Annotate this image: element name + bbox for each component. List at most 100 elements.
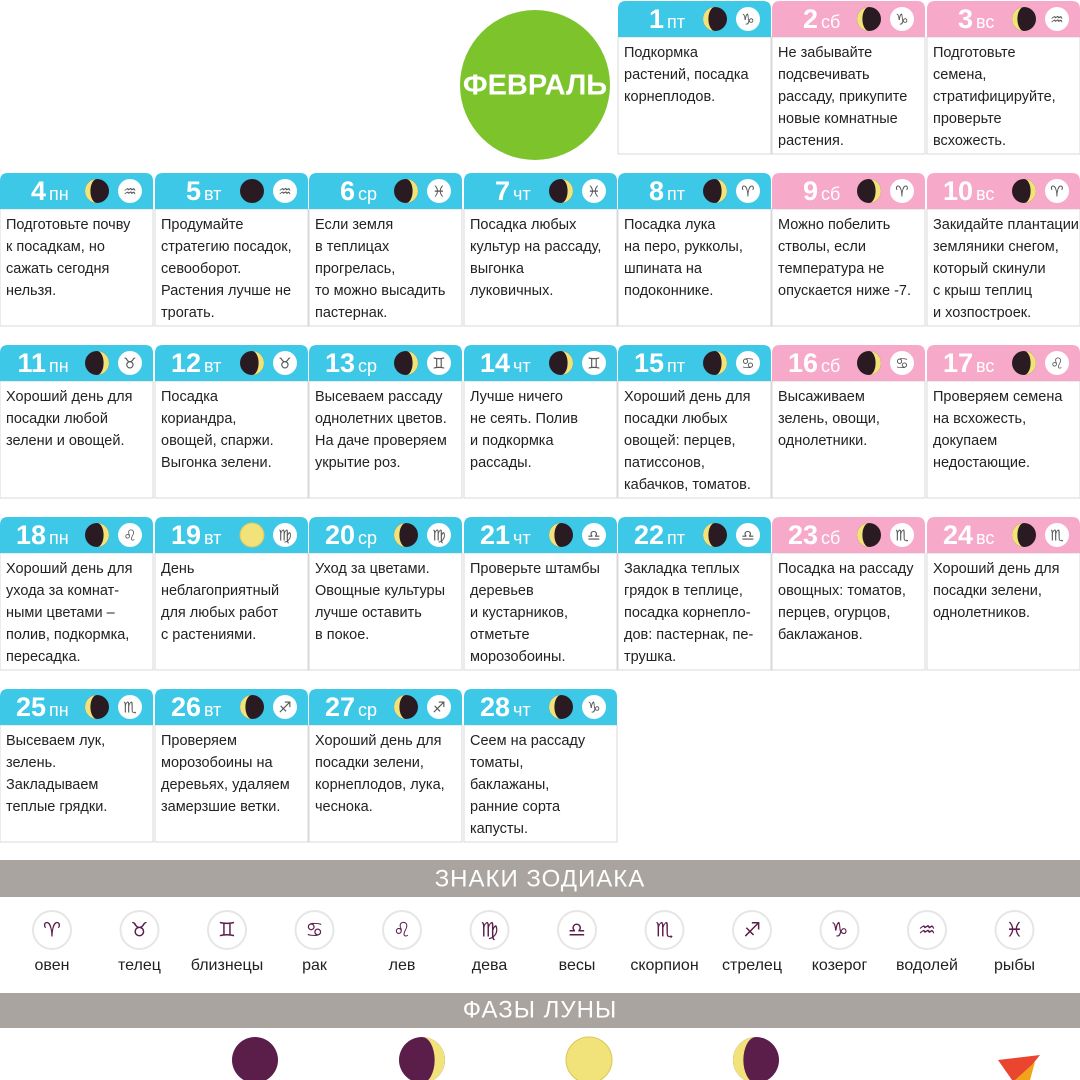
moon-lit — [549, 695, 561, 719]
day-note: однолетники. — [778, 433, 867, 449]
cell-header — [155, 517, 308, 553]
zodiac-symbol: ♌ — [123, 527, 136, 545]
day-note: пастернак. — [315, 305, 387, 321]
day-cell: 23 сб ♏ Посадка на рассаду овощных: томатов,… — [771, 517, 926, 671]
cell-header — [772, 1, 925, 37]
zodiac-legend-name: телец — [118, 957, 161, 974]
cell-body — [617, 208, 772, 327]
cell-body — [154, 380, 309, 499]
day-note: Проверяем семена — [933, 389, 1063, 405]
moon-phase — [549, 351, 573, 375]
day-note: Высаживаем — [778, 389, 865, 405]
day-number: 27 — [325, 692, 355, 722]
cell-body — [154, 208, 309, 327]
zodiac-symbol: ♊ — [432, 355, 445, 373]
day-number: 12 — [171, 348, 201, 378]
day-note: День — [161, 561, 194, 577]
title: ФЕВРАЛЬ — [463, 70, 607, 102]
day-note: Лучше ничего — [470, 389, 563, 405]
moon-phase — [85, 695, 109, 719]
day-note: прогрелась, — [315, 261, 395, 277]
moon-lit — [406, 351, 418, 375]
day-note: новые комнатные — [778, 111, 898, 127]
moon-phase — [549, 695, 573, 719]
day-note: стратифицируйте, — [933, 89, 1056, 105]
cell-header — [0, 517, 153, 553]
weekday: вт — [204, 356, 221, 376]
moon-lit — [703, 523, 715, 547]
moon-lit — [422, 1037, 445, 1080]
zodiac-legend-symbol: ♓ — [1006, 918, 1024, 942]
day-note: рассаду, прикупите — [778, 89, 907, 105]
moon-lit — [1012, 7, 1024, 31]
cell-body — [926, 380, 1080, 499]
day-cell: 26 вт ♐ Проверяем морозобоины на деревьях, уд… — [154, 689, 309, 843]
zodiac-legend-name: дева — [472, 957, 508, 974]
day-note: Хороший день для — [6, 561, 132, 577]
day-note: сажать сегодня — [6, 261, 109, 277]
day-number: 19 — [171, 520, 201, 550]
cell-body — [0, 552, 154, 671]
zodiac-symbol: ♌ — [1050, 355, 1063, 373]
day-note: укрытие роз. — [315, 455, 401, 471]
zodiac-badge — [1045, 351, 1069, 375]
day-note: На даче проверяем — [315, 433, 447, 449]
moon-phase — [240, 179, 264, 203]
day-note: неблагоприятный — [161, 583, 279, 599]
weekday: вт — [204, 700, 221, 720]
day-note: Посадка лука — [624, 217, 716, 233]
moon-lit — [1024, 179, 1036, 203]
cell-header — [0, 173, 153, 209]
cell-header — [772, 345, 925, 381]
cell-header — [155, 689, 308, 725]
day-note: корнеплодов. — [624, 89, 715, 105]
zodiac-legend-symbol: ♌ — [393, 918, 411, 942]
zodiac-legend-badge — [294, 910, 335, 950]
cell-header — [927, 517, 1080, 553]
moon-phase — [239, 522, 265, 548]
cell-header — [0, 345, 153, 381]
zodiac-symbol: ♒ — [278, 183, 291, 201]
day-note: лучше оставить — [315, 605, 422, 621]
zodiac-legend-name: рак — [302, 957, 328, 974]
day-note: Посадка на рассаду — [778, 561, 914, 577]
cell-header — [927, 173, 1080, 209]
cell-header — [772, 173, 925, 209]
weekday: пт — [667, 12, 685, 32]
day-cell: 11 пн ♉ Хороший день для посадки любой зелени… — [0, 345, 154, 499]
zodiac-symbol: ♐ — [432, 699, 445, 717]
day-note: Хороший день для — [624, 389, 750, 405]
day-cell: 21 чт ♎ Проверьте штамбы деревьев и кустарник… — [463, 517, 618, 671]
zodiac-symbol: ♓ — [432, 183, 445, 201]
weekday: чт — [513, 184, 531, 204]
weekday: пн — [49, 356, 69, 376]
zodiac-symbol: ♎ — [741, 527, 754, 545]
day-note: посадки зелени, — [315, 755, 424, 771]
moon-lit — [1024, 351, 1036, 375]
day-note: севооборот. — [161, 261, 241, 277]
day-cell: 27 ср ♐ Хороший день для посадки зелени, корн… — [308, 689, 463, 843]
day-note: Выгонка зелени. — [161, 455, 272, 471]
day-note: с растениями. — [161, 627, 256, 643]
cell-header — [309, 517, 462, 553]
day-cell: 13 ср ♊ Высеваем рассаду однолетних цветов. Н… — [308, 345, 463, 499]
moon-phase — [85, 523, 109, 547]
day-number: 9 — [803, 176, 818, 206]
day-note: семена, — [933, 67, 986, 83]
day-note: пересадка. — [6, 649, 81, 665]
zodiac-legend-symbol: ♐ — [743, 918, 761, 942]
zodiac-badge — [427, 179, 451, 203]
day-note: луковичных. — [470, 283, 553, 299]
weekday: сб — [821, 184, 840, 204]
day-note: то можно высадить — [315, 283, 445, 299]
moon-lit — [394, 695, 406, 719]
moon-phase — [857, 179, 881, 203]
cell-header — [772, 517, 925, 553]
zodiac-legend-name: скорпион — [630, 957, 698, 974]
cell-body — [0, 208, 154, 327]
zodiac-badge — [582, 695, 606, 719]
day-number: 13 — [325, 348, 355, 378]
day-number: 14 — [480, 348, 510, 378]
day-cell: 24 вс ♏ Хороший день для посадки зелени, одно… — [926, 517, 1080, 671]
day-note: ными цветами – — [6, 605, 116, 621]
